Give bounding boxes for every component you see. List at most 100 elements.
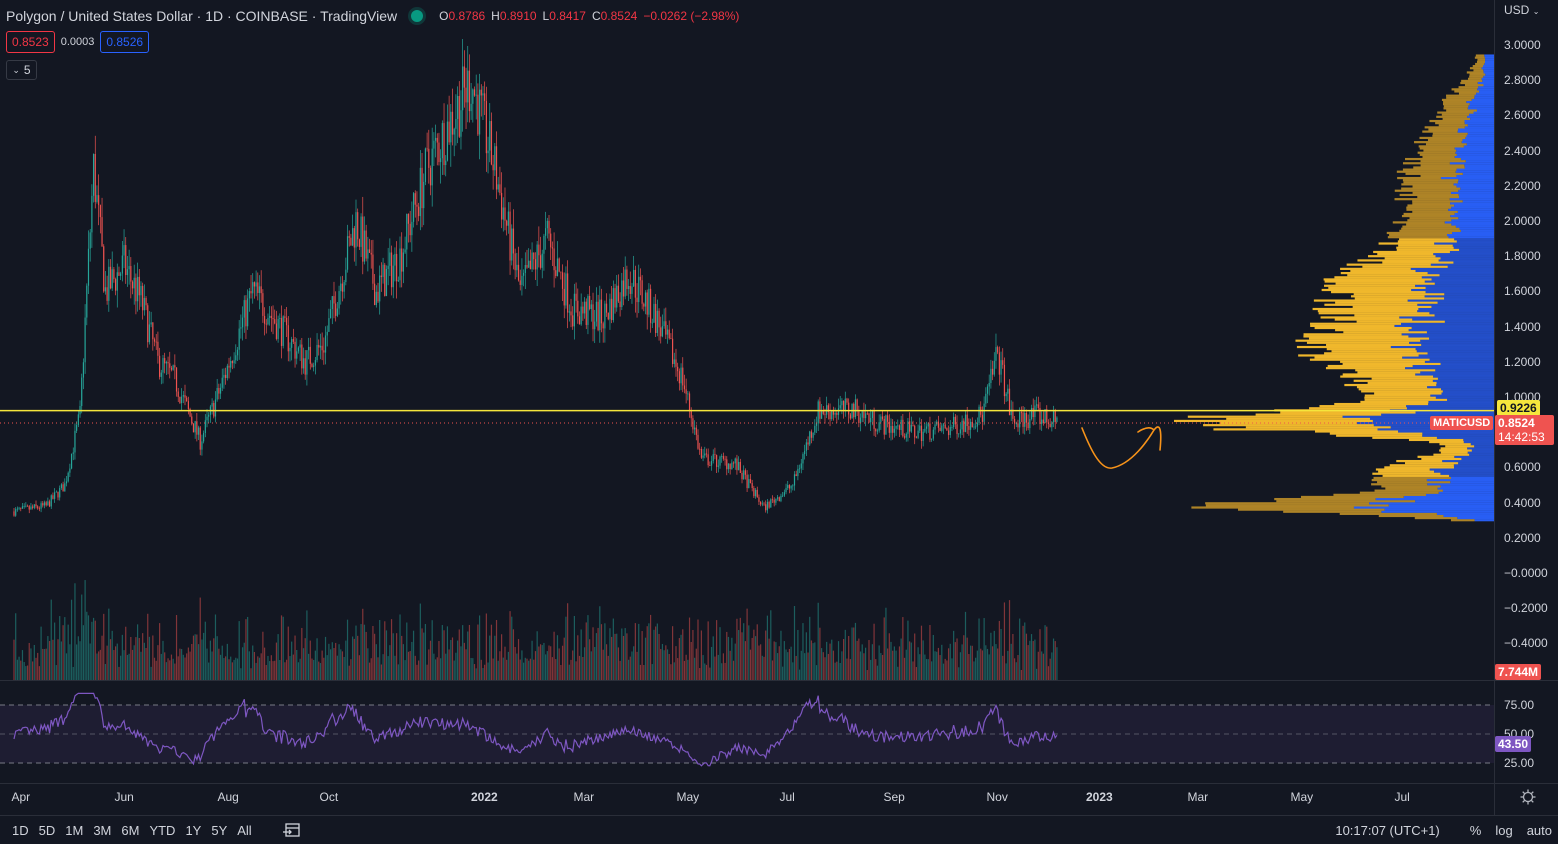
range-button-1y[interactable]: 1Y xyxy=(185,822,202,838)
volume-bar xyxy=(355,625,357,680)
currency-selector[interactable]: USD ⌄ xyxy=(1504,3,1539,17)
range-button-6m[interactable]: 6M xyxy=(121,822,140,838)
profile-row-up xyxy=(1364,394,1431,397)
volume-bar xyxy=(766,615,769,680)
range-button-1m[interactable]: 1M xyxy=(65,822,84,838)
candle-body xyxy=(328,318,330,332)
symbol-title[interactable]: Polygon / United States Dollar · 1D · CO… xyxy=(6,8,398,24)
forecast-drawing-arrow[interactable] xyxy=(1081,426,1162,469)
rsi-line[interactable] xyxy=(13,692,1058,767)
profile-row-up xyxy=(1472,65,1484,68)
volume-bar xyxy=(958,667,960,680)
go-to-date-icon[interactable] xyxy=(282,822,301,838)
profile-row-down xyxy=(1450,191,1494,194)
volume-bar xyxy=(275,642,278,680)
percent-scale-toggle[interactable]: % xyxy=(1469,822,1482,838)
range-button-all[interactable]: All xyxy=(237,822,252,838)
timezone-clock[interactable]: 10:17:07 (UTC+1) xyxy=(1335,822,1440,838)
buy-button[interactable]: 0.8526 xyxy=(100,31,150,53)
sell-button[interactable]: 0.8523 xyxy=(6,31,55,53)
profile-row-down xyxy=(1450,202,1494,205)
volume-bar xyxy=(348,665,350,680)
candle-body xyxy=(861,411,863,418)
profile-row-down xyxy=(1455,151,1494,154)
volume-bar xyxy=(844,629,846,680)
volume-bar xyxy=(162,640,164,680)
candle-body xyxy=(797,468,799,477)
range-button-5d[interactable]: 5D xyxy=(38,822,56,838)
candle-body xyxy=(429,167,432,186)
volume-bar xyxy=(975,657,977,680)
candle-body xyxy=(692,418,694,430)
profile-row-up xyxy=(1387,236,1449,239)
candle-body xyxy=(846,398,848,403)
indicators-toggle-button[interactable]: ⌄ 5 xyxy=(6,60,37,80)
candle-body xyxy=(247,298,249,327)
volume-bar xyxy=(792,662,794,680)
profile-row-up xyxy=(1427,138,1463,142)
profile-row-up xyxy=(1443,107,1468,110)
gear-icon[interactable] xyxy=(1520,789,1536,805)
profile-row-down xyxy=(1467,107,1494,110)
candle-body xyxy=(585,301,587,325)
range-button-ytd[interactable]: YTD xyxy=(149,822,176,838)
profile-row-up xyxy=(1469,75,1484,78)
profile-row-up xyxy=(1397,240,1457,243)
volume-bar xyxy=(1034,639,1036,680)
volume-profile xyxy=(1174,54,1494,522)
candle-body xyxy=(739,461,741,473)
volume-bar xyxy=(949,643,951,680)
candle-body xyxy=(551,247,553,249)
profile-row-up xyxy=(1378,242,1435,245)
profile-row-down xyxy=(1454,455,1494,458)
profile-row-up xyxy=(1384,466,1455,469)
profile-row-up xyxy=(1446,109,1477,112)
candle-body xyxy=(668,329,670,339)
profile-row-up xyxy=(1432,132,1468,135)
volume-bar xyxy=(385,630,388,680)
rsi-pane-separator[interactable] xyxy=(0,680,1558,681)
volume-bar xyxy=(231,662,234,680)
volume-bar xyxy=(572,650,574,680)
time-scale-label: Nov xyxy=(986,790,1008,804)
candlestick-series[interactable] xyxy=(13,39,1058,517)
market-status-icon[interactable] xyxy=(411,10,424,22)
volume-bar xyxy=(250,668,252,680)
profile-row-down xyxy=(1415,284,1494,287)
candle-body xyxy=(150,322,152,325)
candle-body xyxy=(402,252,405,272)
candle-body xyxy=(573,293,576,327)
profile-row-down xyxy=(1464,122,1494,125)
volume-bar xyxy=(392,633,394,680)
range-button-1d[interactable]: 1D xyxy=(12,822,29,838)
volume-bar xyxy=(832,650,835,680)
volume-bar xyxy=(416,664,418,680)
profile-row-down xyxy=(1434,282,1494,285)
range-button-5y[interactable]: 5Y xyxy=(211,822,228,838)
candle-body xyxy=(958,433,960,435)
candle-body xyxy=(263,315,266,324)
volume-bar xyxy=(401,635,403,680)
auto-scale-toggle[interactable]: auto xyxy=(1526,822,1552,838)
volume-bar xyxy=(418,660,420,680)
volume-bar xyxy=(438,641,440,680)
volume-bar xyxy=(462,625,464,680)
candle-body xyxy=(69,468,71,473)
profile-row-down xyxy=(1451,206,1494,209)
volume-bar xyxy=(551,657,553,680)
candle-body xyxy=(326,331,328,336)
volume-bar xyxy=(629,656,631,680)
candle-body xyxy=(932,429,934,439)
profile-row-up xyxy=(1422,130,1458,133)
candle-body xyxy=(981,414,984,422)
volume-bar xyxy=(941,644,943,680)
candle-body xyxy=(236,349,239,356)
volume-bar xyxy=(103,613,105,680)
profile-row-up xyxy=(1187,415,1343,418)
volume-bar xyxy=(841,651,843,680)
log-scale-toggle[interactable]: log xyxy=(1495,822,1513,838)
candle-body xyxy=(230,360,232,368)
range-button-3m[interactable]: 3M xyxy=(93,822,112,838)
